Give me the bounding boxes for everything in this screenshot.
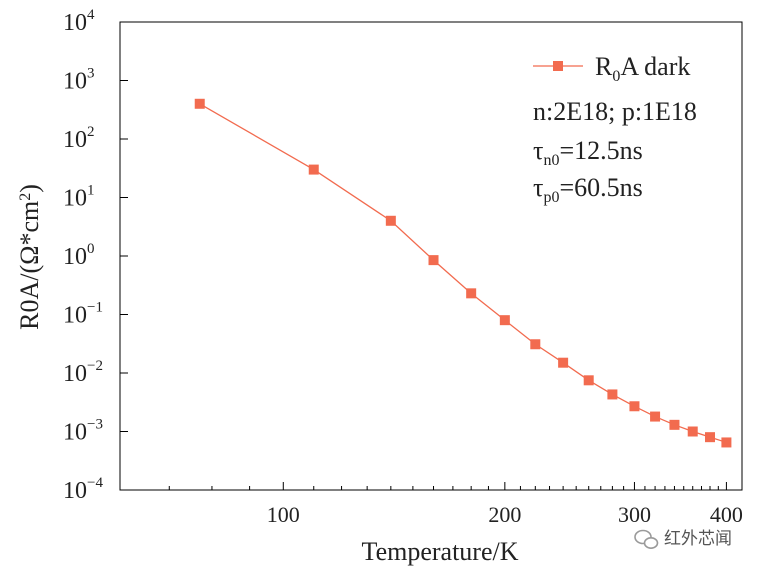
x-tick-label-100: 100: [267, 502, 300, 527]
annotation-tau-p0: τp0=60.5ns: [533, 173, 643, 206]
data-point: [530, 339, 541, 350]
data-point: [607, 389, 618, 400]
y-tick-label-5: 101: [63, 183, 95, 212]
watermark-text: 红外芯闻: [664, 529, 732, 549]
data-point: [721, 437, 732, 448]
y-tick-label-6: 102: [63, 124, 95, 153]
y-tick-label-8: 104: [63, 7, 95, 36]
legend-entry-r0a-dark: R0A dark: [595, 52, 690, 85]
legend-marker: [553, 61, 563, 71]
data-point: [583, 375, 594, 386]
y-axis-ticks: 10−4 10−3 10−2 10−1 100 101 102 103 104: [63, 7, 128, 504]
annotation-tau-n0: τn0=12.5ns: [533, 136, 643, 169]
series-layer: [194, 98, 732, 448]
data-point: [669, 419, 680, 430]
data-point: [705, 432, 716, 443]
series-line-0: [199, 103, 727, 444]
y-tick-label-0: 10−4: [63, 475, 103, 504]
data-point: [466, 288, 477, 299]
data-point: [308, 164, 319, 175]
data-point: [650, 411, 661, 422]
data-point: [194, 98, 205, 109]
y-axis-label: R0A/(Ω*cm2): [15, 184, 44, 330]
x-tick-label-400: 400: [710, 502, 743, 527]
y-tick-label-1: 10−3: [63, 417, 103, 446]
y-tick-label-2: 10−2: [63, 358, 103, 387]
data-point: [629, 401, 640, 412]
legend: R0A dark: [533, 52, 690, 85]
y-tick-label-3: 10−1: [63, 300, 103, 329]
data-point: [428, 255, 439, 266]
y-tick-label-4: 100: [63, 241, 95, 270]
data-point: [499, 315, 510, 326]
x-tick-label-300: 300: [618, 502, 651, 527]
data-point: [558, 357, 569, 368]
y-tick-label-7: 103: [63, 66, 95, 95]
wechat-icon: [634, 529, 659, 549]
x-axis-label: Temperature/K: [362, 537, 519, 566]
x-axis-ticks: 100 200 300 400: [168, 482, 743, 527]
watermark: 红外芯闻: [634, 529, 732, 549]
data-point: [385, 215, 396, 226]
data-point: [687, 426, 698, 437]
x-tick-label-200: 200: [488, 502, 521, 527]
annotation-doping: n:2E18; p:1E18: [533, 97, 697, 126]
